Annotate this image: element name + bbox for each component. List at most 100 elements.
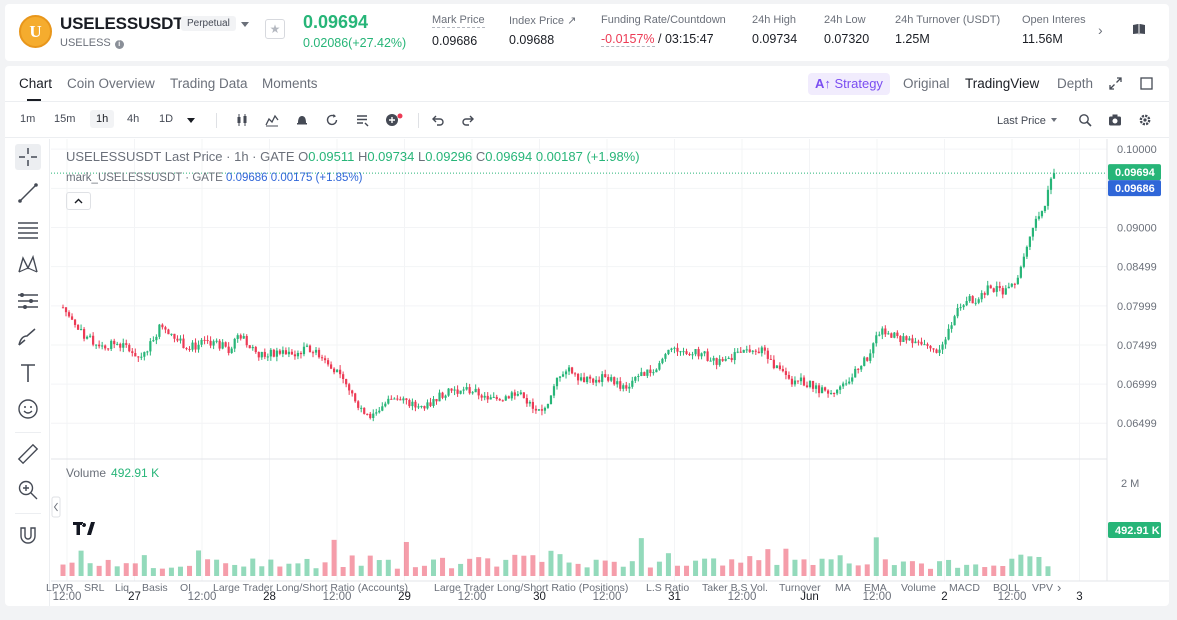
tab-chart[interactable]: Chart	[19, 76, 53, 91]
timeframe-1m[interactable]: 1m	[20, 113, 36, 125]
legend-low-label: L	[417, 149, 426, 164]
candle-body	[173, 333, 176, 339]
redo-icon[interactable]	[461, 113, 475, 127]
chart-area[interactable]: 0.100000.095000.090000.084990.079990.074…	[51, 139, 1169, 606]
stat-open-interest-inner: Open Interes 11.56M	[1022, 14, 1090, 46]
indicators-icon[interactable]	[265, 113, 279, 127]
timeframe-1d[interactable]: 1D	[159, 113, 174, 125]
indicator-macd[interactable]: MACD	[949, 582, 980, 594]
projection-tool[interactable]	[15, 288, 41, 314]
add-plus-icon[interactable]	[385, 113, 403, 127]
indicator-liq[interactable]: Liq	[115, 582, 130, 594]
indicator-ema[interactable]: EMA	[864, 582, 887, 594]
candle-body	[610, 377, 613, 381]
timeframe-4h[interactable]: 4h	[127, 113, 140, 125]
expand-icon[interactable]	[1109, 77, 1122, 90]
fib-tool[interactable]	[15, 216, 41, 242]
zoom-tool[interactable]	[15, 477, 41, 503]
candle-body	[546, 404, 550, 408]
indicator-turnover[interactable]: Turnover	[779, 582, 821, 594]
stat-open-interest: Open Interes 11.56M	[1022, 14, 1090, 46]
tab-trading-data[interactable]: Trading Data	[170, 76, 248, 91]
candle-body	[733, 352, 736, 361]
funding-rate-value[interactable]: -0.0157%	[601, 32, 655, 47]
stat-label: 24h Low	[824, 14, 866, 26]
magnet-tool[interactable]	[15, 522, 41, 548]
trend-line-tool[interactable]	[15, 180, 41, 206]
brush-tool[interactable]	[15, 324, 41, 350]
indicator-boll[interactable]: BOLL	[993, 582, 1020, 594]
stat-label: Open Interes	[1022, 14, 1086, 26]
view-original[interactable]: Original	[903, 76, 950, 91]
timeframe-1h[interactable]: 1h	[90, 110, 115, 128]
tab-moments[interactable]: Moments	[262, 76, 318, 91]
candle-body	[197, 344, 200, 350]
maximize-icon[interactable]	[1140, 77, 1153, 90]
candle-body	[917, 341, 920, 343]
crosshair-tool[interactable]	[15, 144, 41, 170]
alert-icon[interactable]	[295, 113, 309, 127]
volume-bar	[259, 566, 265, 576]
indicator-srl[interactable]: SRL	[84, 582, 105, 594]
indicator-lpvr[interactable]: LPVR	[46, 582, 74, 594]
strategy-button[interactable]: A↑ Strategy	[808, 73, 890, 95]
indicator-oi[interactable]: OI	[180, 582, 192, 594]
view-depth[interactable]: Depth	[1057, 76, 1094, 91]
candle-body	[989, 285, 992, 289]
indicator-ls-accounts[interactable]: Large Trader Long/Short Ratio (Accounts)	[213, 582, 408, 594]
chevron-down-icon[interactable]	[241, 22, 249, 27]
info-icon[interactable]: i	[114, 40, 124, 49]
chevron-right-icon[interactable]: ›	[1057, 580, 1062, 595]
candle-body	[935, 349, 938, 353]
undo-icon[interactable]	[431, 113, 445, 127]
candle-body	[833, 392, 836, 394]
indicator-ls-positions[interactable]: Large Trader Long/Short Ratio (Positions…	[434, 582, 629, 594]
templates-icon[interactable]	[355, 113, 369, 127]
emoji-tool[interactable]	[15, 396, 41, 422]
candle-body	[302, 346, 306, 355]
candle-body	[769, 358, 772, 360]
replay-icon[interactable]	[325, 113, 339, 127]
candle-body	[414, 401, 417, 408]
indicator-ma[interactable]: MA	[835, 582, 851, 594]
star-icon[interactable]: ★	[265, 19, 285, 39]
volume-bar	[105, 559, 111, 576]
book-icon[interactable]	[1132, 23, 1146, 36]
pattern-tool[interactable]	[15, 252, 41, 278]
camera-icon[interactable]	[1108, 113, 1122, 127]
indicator-volume[interactable]: Volume	[901, 582, 937, 594]
price-source-select[interactable]: Last Price	[997, 115, 1057, 127]
search-icon[interactable]	[1078, 113, 1092, 127]
time-tick-label: 3	[1076, 591, 1082, 603]
stat-label[interactable]: Mark Price	[432, 14, 485, 28]
text-tool[interactable]	[15, 360, 41, 386]
chevron-right-icon[interactable]: ›	[1098, 22, 1103, 38]
view-tradingview[interactable]: TradingView	[965, 76, 1040, 91]
indicator-ls-ratio[interactable]: L.S Ratio	[646, 582, 690, 594]
candlestick-chart[interactable]: 0.100000.095000.090000.084990.079990.074…	[51, 139, 1169, 606]
candle-body	[92, 335, 95, 345]
measure-tool[interactable]	[15, 441, 41, 467]
candlestick-icon[interactable]	[235, 113, 249, 127]
mark-price-label-bg	[1108, 180, 1161, 197]
candle-body	[685, 351, 688, 355]
candle-body	[579, 377, 583, 381]
candle-body	[646, 369, 649, 376]
indicator-vpv[interactable]: VPV	[1032, 582, 1054, 594]
candle-body	[125, 343, 128, 345]
candle-body	[239, 335, 242, 339]
indicator-basis[interactable]: Basis	[142, 582, 168, 594]
stat-label[interactable]: Index Price ↗	[509, 15, 577, 27]
volume-bar	[891, 565, 897, 576]
tab-coin-overview[interactable]: Coin Overview	[67, 76, 155, 91]
candle-body	[420, 406, 423, 408]
chevron-down-icon[interactable]	[187, 118, 195, 123]
indicator-taker-vol[interactable]: Taker B.S Vol.	[702, 582, 768, 594]
gear-icon[interactable]	[1138, 113, 1152, 127]
candle-body	[555, 377, 559, 387]
candle-body	[200, 339, 203, 345]
candle-body	[691, 354, 694, 356]
symbol-name[interactable]: USELESSUSDT	[60, 14, 184, 33]
timeframe-15m[interactable]: 15m	[54, 113, 76, 125]
collapse-legend-button[interactable]	[66, 192, 91, 210]
